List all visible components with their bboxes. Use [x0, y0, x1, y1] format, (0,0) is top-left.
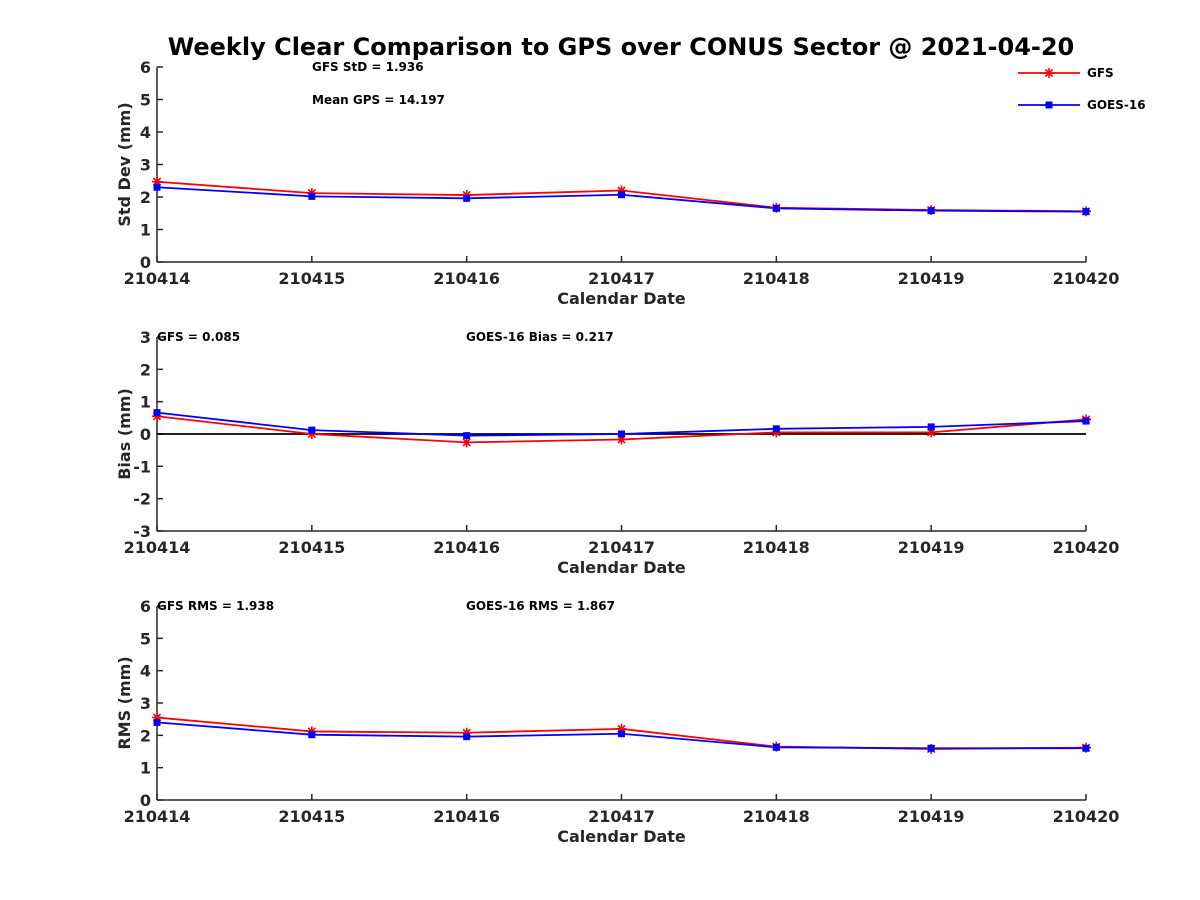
x-tick-label: 210414 — [124, 269, 191, 288]
annotation: GFS RMS = 1.938 — [157, 599, 274, 613]
data-point-goes16 — [1082, 744, 1090, 752]
y-tick-label: -1 — [133, 457, 151, 476]
x-axis-label: Calendar Date — [557, 289, 686, 308]
x-axis-label: Calendar Date — [557, 558, 686, 577]
y-tick-label: 3 — [140, 156, 151, 175]
x-tick-label: 210418 — [743, 269, 810, 288]
x-tick-label: 210415 — [278, 269, 345, 288]
y-tick-label: 2 — [140, 360, 151, 379]
y-tick-label: 6 — [140, 58, 151, 77]
figure-title: Weekly Clear Comparison to GPS over CONU… — [168, 33, 1075, 61]
annotation: Mean GPS = 14.197 — [312, 93, 445, 107]
x-tick-label: 210417 — [588, 269, 655, 288]
legend-marker-gfs — [1044, 68, 1054, 78]
x-tick-label: 210418 — [743, 538, 810, 557]
annotation: GFS StD = 1.936 — [312, 60, 424, 74]
panel-2: -3 -2 -1 0 1 2 3 210414 210415 210416 210417 210418… — [115, 328, 1119, 577]
y-axis-label: RMS (mm) — [115, 656, 134, 749]
legend: GFS GOES-16 — [1018, 66, 1146, 112]
y-tick-label: 0 — [140, 253, 151, 272]
data-point-goes16 — [308, 731, 316, 739]
y-tick-label: 2 — [140, 726, 151, 745]
y-tick-label: 2 — [140, 188, 151, 207]
x-tick-label: 210415 — [278, 538, 345, 557]
y-tick-label: -2 — [133, 490, 151, 509]
y-tick-label: 1 — [140, 221, 151, 240]
x-tick-label: 210419 — [898, 807, 965, 826]
y-tick-label: 4 — [140, 123, 151, 142]
x-tick-label: 210420 — [1053, 807, 1120, 826]
data-point-goes16 — [463, 194, 471, 202]
data-point-goes16 — [153, 183, 161, 191]
x-tick-label: 210417 — [588, 538, 655, 557]
y-axis-label: Std Dev (mm) — [115, 102, 134, 226]
y-tick-label: 0 — [140, 425, 151, 444]
annotation: GOES-16 RMS = 1.867 — [466, 599, 615, 613]
y-tick-label: 1 — [140, 759, 151, 778]
y-tick-label: 5 — [140, 91, 151, 110]
y-tick-label: 4 — [140, 662, 151, 681]
x-tick-label: 210417 — [588, 807, 655, 826]
x-tick-label: 210414 — [124, 807, 191, 826]
panel-3: 0 1 2 3 4 5 6 210414 210415 210416 210417 210418 210… — [115, 597, 1119, 846]
data-point-goes16 — [772, 425, 780, 433]
data-point-goes16 — [463, 432, 471, 440]
x-tick-label: 210416 — [433, 269, 500, 288]
y-tick-label: 0 — [140, 791, 151, 810]
x-tick-label: 210416 — [433, 807, 500, 826]
y-tick-label: 1 — [140, 393, 151, 412]
data-point-goes16 — [153, 718, 161, 726]
x-tick-label: 210415 — [278, 807, 345, 826]
legend-label-goes16: GOES-16 — [1087, 98, 1146, 112]
annotation: GFS = 0.085 — [157, 330, 240, 344]
panel-1: 0 1 2 3 4 5 6 210414 210415 210416 210417 210418 210… — [115, 58, 1119, 308]
y-tick-label: -3 — [133, 522, 151, 541]
legend-label-gfs: GFS — [1087, 66, 1114, 80]
y-tick-label: 3 — [140, 694, 151, 713]
x-axis-label: Calendar Date — [557, 827, 686, 846]
data-point-goes16 — [618, 730, 625, 738]
y-tick-label: 3 — [140, 328, 151, 347]
x-tick-label: 210420 — [1053, 269, 1120, 288]
data-point-goes16 — [308, 192, 316, 200]
x-tick-label: 210420 — [1053, 538, 1120, 557]
data-point-goes16 — [1082, 417, 1090, 425]
y-tick-label: 6 — [140, 597, 151, 616]
data-point-goes16 — [1082, 208, 1090, 216]
x-tick-label: 210419 — [898, 269, 965, 288]
annotation: GOES-16 Bias = 0.217 — [466, 330, 614, 344]
data-point-goes16 — [772, 743, 780, 751]
data-point-goes16 — [927, 207, 935, 215]
data-point-goes16 — [153, 409, 161, 417]
data-point-goes16 — [772, 204, 780, 212]
x-tick-label: 210418 — [743, 807, 810, 826]
data-point-goes16 — [618, 430, 625, 438]
x-tick-label: 210419 — [898, 538, 965, 557]
data-point-goes16 — [618, 191, 625, 199]
data-point-goes16 — [927, 744, 935, 752]
data-point-goes16 — [308, 426, 316, 434]
x-tick-label: 210416 — [433, 538, 500, 557]
y-axis-label: Bias (mm) — [115, 388, 134, 480]
data-point-goes16 — [927, 423, 935, 431]
legend-marker-goes16 — [1045, 101, 1053, 109]
data-point-goes16 — [463, 733, 471, 741]
x-tick-label: 210414 — [124, 538, 191, 557]
y-tick-label: 5 — [140, 629, 151, 648]
